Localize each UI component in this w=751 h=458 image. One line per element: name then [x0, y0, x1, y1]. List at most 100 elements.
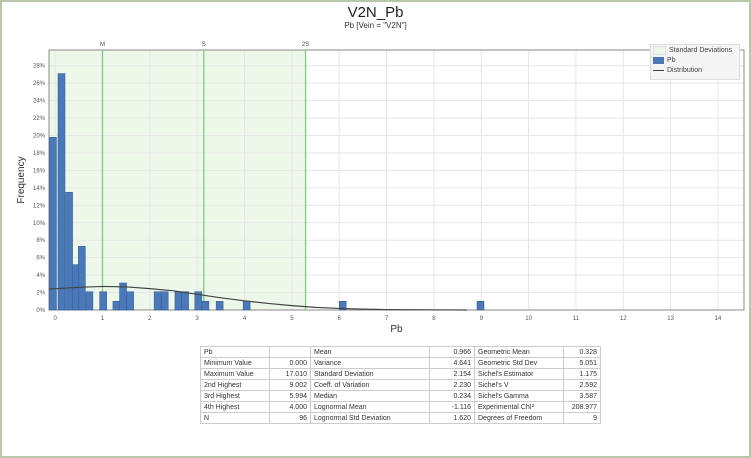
- x-tick-label: 1: [101, 316, 105, 322]
- stat-value: 2.592: [563, 379, 601, 391]
- stat-label: 2nd Highest: [200, 379, 270, 391]
- x-tick-label: 13: [667, 316, 674, 322]
- histogram-bar: [65, 191, 73, 311]
- stats-row: Maximum Value 17.010 Standard Deviation 2.1…: [200, 368, 601, 380]
- stat-value: 0.234: [429, 390, 475, 402]
- histogram-bar: [215, 301, 224, 311]
- histogram-bar: [242, 301, 251, 311]
- x-tick-label: 14: [715, 316, 722, 322]
- stat-label: Coeff. of Variation: [310, 379, 430, 391]
- stat-value: 3.587: [563, 390, 601, 402]
- histogram-chart: 0% 2% 4% 6% 8% 10% 12% 14% 16% 18% 20% 22% 24% 26% 28%…: [16, 42, 745, 335]
- chart-subtitle: Pb [Vein = "V2N"]: [344, 21, 407, 30]
- histogram-bar: [201, 301, 210, 311]
- stat-value: 208.977: [563, 401, 601, 413]
- y-tick-label: 24%: [33, 99, 46, 105]
- y-tick-label: 28%: [33, 64, 46, 70]
- x-tick-label: 4: [243, 316, 247, 322]
- legend: Standard Deviations Pb Distribution: [650, 44, 740, 80]
- x-tick-label: 5: [290, 316, 294, 322]
- stat-label: Sichel's Gamma: [474, 390, 564, 402]
- x-tick-label: 12: [620, 316, 627, 322]
- chart-title: V2N_Pb: [347, 4, 404, 21]
- stats-row: 2nd Highest 9.002 Coeff. of Variation 2.230…: [200, 379, 601, 391]
- histogram-bar: [153, 291, 162, 311]
- stat-label: N: [200, 412, 270, 424]
- histogram-bar: [194, 291, 203, 311]
- histogram-bar: [476, 301, 485, 311]
- stat-value: [269, 346, 311, 358]
- x-tick-label: 9: [480, 316, 484, 322]
- y-tick-label: 12%: [33, 203, 46, 209]
- legend-label: Distribution: [667, 66, 703, 74]
- x-tick-label: 6: [338, 316, 342, 322]
- stat-value: 96: [269, 412, 311, 424]
- y-tick-label: 22%: [33, 116, 46, 122]
- histogram-bar: [338, 301, 347, 311]
- legend-item-distribution: Distribution: [653, 65, 739, 75]
- y-tick-label: 16%: [33, 168, 46, 174]
- stat-label: Standard Deviation: [310, 368, 430, 380]
- stat-label: Sichel's V: [474, 379, 564, 391]
- stat-label: Mean: [310, 346, 430, 358]
- y-tick-label: 26%: [33, 81, 46, 87]
- histogram-bar: [57, 73, 66, 311]
- x-tick-label: 11: [573, 316, 580, 322]
- y-tick-label: 8%: [36, 238, 45, 244]
- y-tick-label: 18%: [33, 151, 46, 157]
- sd-region: [49, 50, 306, 310]
- stat-label: 3rd Highest: [200, 390, 270, 402]
- stat-value: 0.328: [563, 346, 601, 358]
- histogram-bar: [112, 301, 121, 311]
- x-axis-label: Pb: [390, 324, 403, 335]
- stat-value: 9: [563, 412, 601, 424]
- histogram-bar: [181, 291, 189, 311]
- stat-value: 0.966: [429, 346, 475, 358]
- stat-label: Maximum Value: [200, 368, 270, 380]
- histogram-bar: [99, 291, 107, 311]
- legend-item-pb: Pb: [653, 55, 739, 65]
- statistics-table: Pb Mean 0.966 Geometric Mean 0.328 Minimum Va…: [200, 346, 601, 424]
- y-tick-label: 6%: [36, 256, 45, 262]
- histogram-bar: [174, 291, 183, 311]
- y-tick-label: 0%: [36, 308, 45, 314]
- histogram-bar: [85, 291, 94, 311]
- stat-label: Degrees of Freedom: [474, 412, 564, 424]
- histogram-bar: [126, 291, 134, 311]
- stat-value: 5.994: [269, 390, 311, 402]
- stat-label: Minimum Value: [200, 357, 270, 369]
- stats-row: 4th Highest 4.000 Lognormal Mean -1.116 Expe…: [200, 401, 601, 413]
- legend-label: Standard Deviations: [669, 46, 733, 54]
- stat-value: 4.000: [269, 401, 311, 413]
- stat-value: 5.051: [563, 357, 601, 369]
- sd-label: 2S: [302, 42, 309, 48]
- stat-value: 0.000: [269, 357, 311, 369]
- stat-value: 1.175: [563, 368, 601, 380]
- stat-label: Experimental ChI²: [474, 401, 564, 413]
- x-tick-label: 3: [196, 316, 200, 322]
- stat-value: 2.154: [429, 368, 475, 380]
- stat-label: Variance: [310, 357, 430, 369]
- stat-value: 17.010: [269, 368, 311, 380]
- stat-value: 1.620: [429, 412, 475, 424]
- histogram-bar: [160, 291, 169, 311]
- stats-row: Pb Mean 0.966 Geometric Mean 0.328: [200, 346, 601, 358]
- histogram-bar: [49, 136, 57, 311]
- legend-label: Pb: [667, 56, 676, 64]
- x-tick-label: 2: [148, 316, 152, 322]
- y-tick-label: 10%: [33, 221, 46, 227]
- legend-item-sd: Standard Deviations: [653, 45, 739, 55]
- sd-label: M: [100, 42, 105, 48]
- distribution-curve: [48, 285, 468, 311]
- sd-label: S: [202, 42, 206, 48]
- x-tick-label: 7: [385, 316, 389, 322]
- stat-label: Pb: [200, 346, 270, 358]
- stats-row: N 96 Lognormal Std Deviation 1.620 Degrees o…: [200, 412, 601, 424]
- y-axis-label: Frequency: [16, 156, 27, 203]
- stat-label: Geometric Std Dev: [474, 357, 564, 369]
- stat-value: 4.641: [429, 357, 475, 369]
- stat-label: 4th Highest: [200, 401, 270, 413]
- stat-value: 2.230: [429, 379, 475, 391]
- y-tick-label: 14%: [33, 186, 46, 192]
